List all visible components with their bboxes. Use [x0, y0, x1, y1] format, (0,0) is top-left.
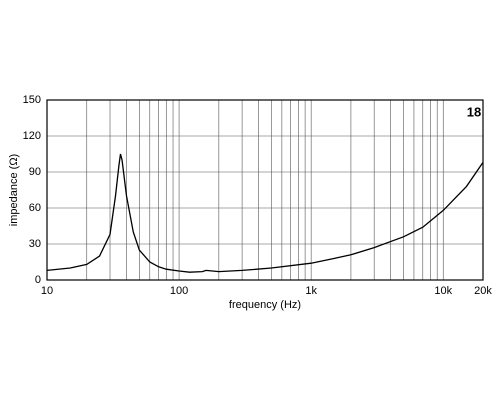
y-axis-label: impedance (Ω): [8, 154, 20, 226]
y-tick-label: 150: [23, 94, 41, 106]
x-tick-label: 10k: [434, 285, 452, 297]
impedance-curve: [46, 153, 484, 273]
y-tick-label: 0: [35, 274, 41, 286]
y-tick-label: 30: [29, 238, 41, 250]
y-tick-label: 60: [29, 202, 41, 214]
x-tick-label: 100: [170, 285, 188, 297]
x-tick-label: 10: [41, 285, 53, 297]
logo: 18: [467, 104, 481, 119]
x-tick-label: 20k: [474, 285, 492, 297]
x-axis-label: frequency (Hz): [229, 299, 301, 311]
y-tick-label: 90: [29, 166, 41, 178]
plot-frame: [46, 99, 484, 281]
x-tick-label: 1k: [305, 285, 317, 297]
y-tick-label: 120: [23, 130, 41, 142]
